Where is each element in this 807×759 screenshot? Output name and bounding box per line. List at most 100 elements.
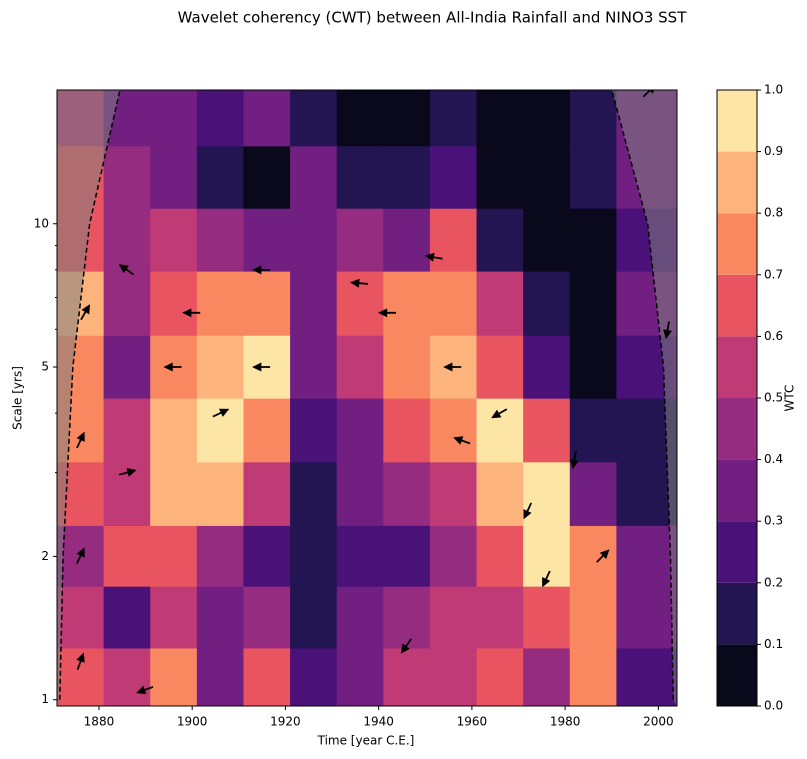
coherence-cell xyxy=(476,271,524,336)
coherence-cell xyxy=(243,398,291,463)
coherence-cell xyxy=(569,145,617,209)
coherence-cell xyxy=(383,145,431,209)
colorbar-swatch xyxy=(717,521,757,583)
coherence-cell xyxy=(290,586,338,649)
colorbar-swatch xyxy=(717,398,757,460)
chart-title: Wavelet coherency (CWT) between All-Indi… xyxy=(178,9,688,27)
coherence-cell xyxy=(569,90,617,147)
x-tick-label: 1940 xyxy=(363,715,394,729)
coherence-cell xyxy=(429,525,478,587)
colorbar-tick-label: 1.0 xyxy=(764,83,783,97)
coherence-cell xyxy=(523,271,571,336)
coherence-cell xyxy=(476,461,524,526)
coherence-cell xyxy=(150,586,198,649)
phase-arrow xyxy=(596,549,610,563)
coherence-cell xyxy=(616,586,677,649)
x-tick-label: 2000 xyxy=(643,715,674,729)
coherence-cell xyxy=(196,461,244,526)
coherence-cell xyxy=(150,145,198,209)
coherence-cell xyxy=(196,398,244,463)
y-tick-label: 5 xyxy=(41,360,49,374)
phase-arrow xyxy=(252,362,271,372)
phase-arrow xyxy=(349,278,369,288)
coherence-cell xyxy=(243,525,291,587)
x-axis-label: Time [year C.E.] xyxy=(317,734,415,748)
coherence-cell xyxy=(336,90,384,147)
phase-arrow xyxy=(569,451,579,470)
x-tick-label: 1920 xyxy=(270,715,301,729)
coherence-cell xyxy=(290,208,338,272)
coi-mask xyxy=(611,90,677,706)
colorbar-tick-label: 0.1 xyxy=(764,637,783,651)
coherence-cell xyxy=(243,145,291,209)
colorbar-swatch xyxy=(717,644,757,706)
coherence-cell xyxy=(196,271,244,336)
coherence-cell xyxy=(476,398,524,463)
coherence-cell xyxy=(569,398,617,463)
coherence-cell xyxy=(429,586,478,649)
coherence-cell xyxy=(429,271,478,336)
coi-mask xyxy=(57,90,120,706)
x-tick-label: 1980 xyxy=(550,715,581,729)
phase-arrow xyxy=(118,264,134,276)
phase-arrow xyxy=(642,90,655,98)
x-tick-label: 1880 xyxy=(84,715,115,729)
coherence-cell xyxy=(569,461,617,526)
coherence-cell xyxy=(150,398,198,463)
colorbar-swatch xyxy=(717,213,757,275)
colorbar-tick-label: 0.2 xyxy=(764,575,783,589)
phase-arrow xyxy=(424,252,443,262)
phase-arrow xyxy=(163,362,182,372)
coherence-cell xyxy=(243,271,291,336)
coherence-cell xyxy=(243,647,291,706)
phase-arrow xyxy=(453,436,471,445)
coherence-cell xyxy=(103,271,151,336)
phase-arrow xyxy=(377,308,396,318)
coherence-cell xyxy=(290,461,338,526)
coherence-cell xyxy=(290,271,338,336)
coherence-cell xyxy=(569,586,617,649)
coherence-cell xyxy=(383,586,431,649)
coherence-cell xyxy=(150,647,198,706)
colorbar-tick-label: 0.5 xyxy=(764,391,783,405)
coherence-cell xyxy=(569,647,617,706)
coherence-cell xyxy=(383,398,431,463)
coherence-cell xyxy=(336,398,384,463)
coherence-cell xyxy=(103,335,151,399)
coherence-cell xyxy=(103,647,151,706)
colorbar-swatch xyxy=(717,151,757,214)
phase-arrow xyxy=(76,652,85,670)
coherence-cell xyxy=(569,271,617,336)
y-tick-label: 2 xyxy=(41,549,49,563)
coherence-cell xyxy=(383,461,431,526)
coherence-cell xyxy=(290,145,338,209)
phase-arrow xyxy=(212,408,230,418)
colorbar-frame xyxy=(716,89,758,707)
coherence-cell xyxy=(243,461,291,526)
coherence-cell xyxy=(616,525,677,587)
coherence-cell xyxy=(336,208,384,272)
phase-arrow xyxy=(443,362,462,372)
coherence-cell xyxy=(523,586,571,649)
coherence-cell xyxy=(290,90,338,147)
phase-arrow xyxy=(523,502,533,520)
y-tick-label: 1 xyxy=(41,692,49,706)
coherence-cell xyxy=(290,647,338,706)
colorbar-swatch xyxy=(717,336,757,398)
coherence-cell xyxy=(150,461,198,526)
phase-arrow xyxy=(76,431,85,449)
coherence-cell xyxy=(290,398,338,463)
coherence-cell xyxy=(429,145,478,209)
coherence-cell xyxy=(103,525,151,587)
coherence-cell xyxy=(429,398,478,463)
colorbar-tick-label: 0.3 xyxy=(764,514,783,528)
phase-arrow xyxy=(136,685,154,695)
phase-arrow xyxy=(76,547,85,565)
coherence-cell xyxy=(383,647,431,706)
coherence-cell xyxy=(476,208,524,272)
y-tick-label: 10 xyxy=(34,216,49,230)
coherence-cell xyxy=(150,90,198,147)
colorbar-swatch xyxy=(717,90,757,152)
coherence-cell xyxy=(476,647,524,706)
coherence-cell xyxy=(383,208,431,272)
